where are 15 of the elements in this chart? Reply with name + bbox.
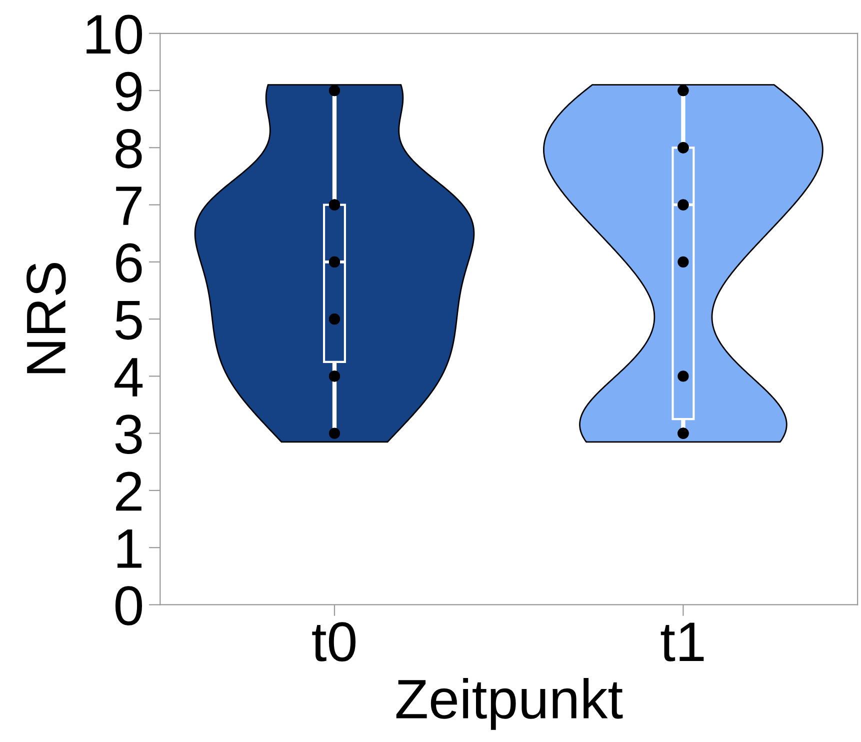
x-tick-label: t0 <box>312 622 356 662</box>
y-tick-label: 6 <box>116 243 142 283</box>
y-tick-label: 9 <box>116 72 142 112</box>
y-tick-label: 8 <box>116 128 142 168</box>
y-tick-label: 2 <box>116 472 142 511</box>
y-tick-label: 7 <box>116 186 142 225</box>
y-tick-label: 0 <box>115 586 142 626</box>
x-axis-title: Zeitpunkt <box>396 678 623 730</box>
y-tick-label: 3 <box>115 414 142 454</box>
y-tick-label: 10 <box>86 14 142 54</box>
y-tick-label: 1 <box>118 530 142 568</box>
y-tick-label: 5 <box>116 300 142 340</box>
y-tick-label: 4 <box>114 358 143 396</box>
x-tick-label: t1 <box>660 622 704 662</box>
y-axis-title: NRS <box>26 262 66 374</box>
